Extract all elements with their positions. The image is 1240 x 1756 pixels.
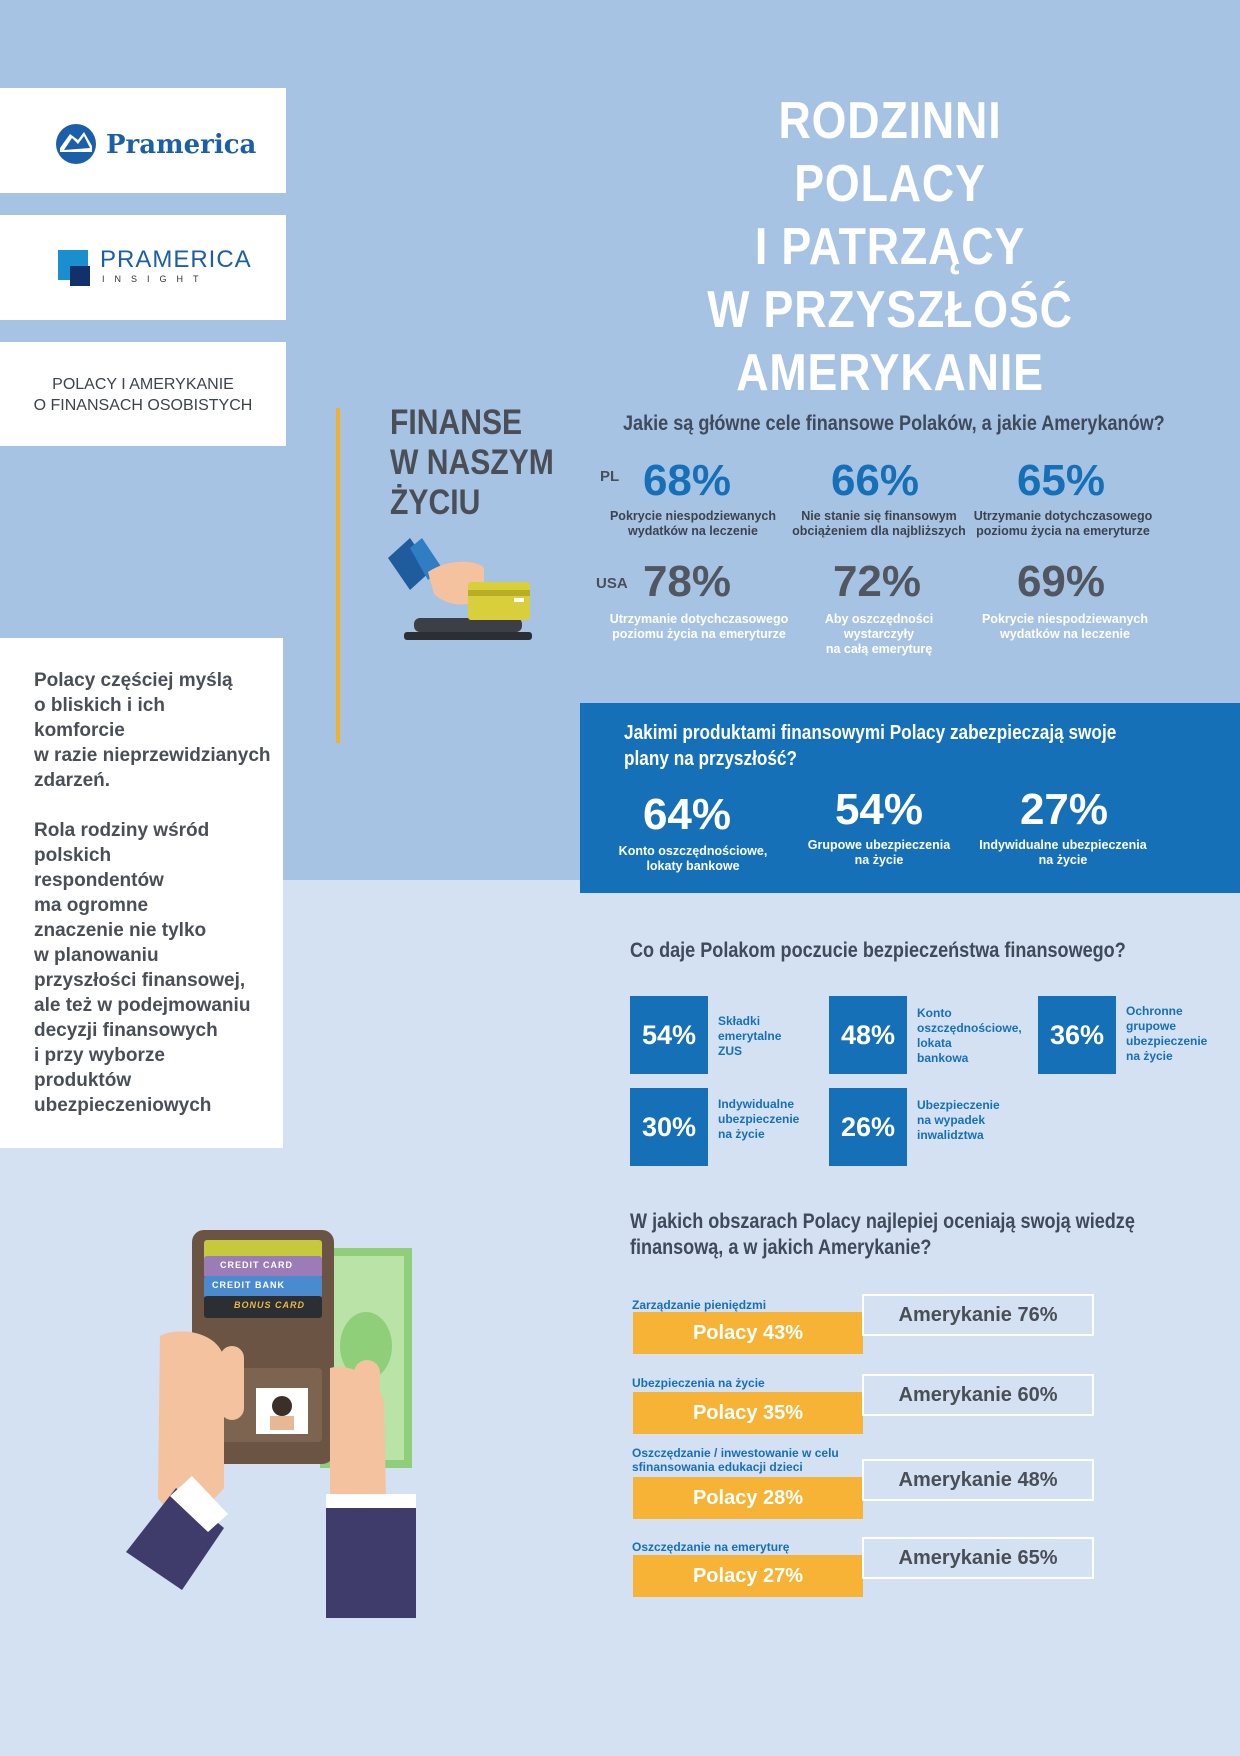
goals-question: Jakie są główne cele finansowe Polaków, … [623,412,1165,435]
goal-usa-caption: Aby oszczędności wystarczyły na całą eme… [824,612,934,656]
goal-pl-pct: 66% [830,456,920,505]
pramerica-rock-logo-icon [56,124,96,164]
sidebar-panel [0,638,283,1148]
security-pct-box: 30% [630,1088,708,1166]
knowledge-us-bar: Amerykanie 76% [862,1294,1094,1336]
insight-logo-box [0,215,286,320]
sidebar-text: Polacy częściej myślą o bliskich i ich k… [34,670,271,1116]
hand-card-terminal-icon [388,538,532,640]
goal-pl-caption: Pokrycie niespodziewanych wydatków na le… [609,509,777,538]
knowledge-question: W jakich obszarach Polacy najlepiej ocen… [630,1210,1135,1259]
products-question: Jakimi produktami finansowymi Polacy zab… [624,722,1117,770]
knowledge-us-bar: Amerykanie 60% [862,1374,1094,1416]
security-pct-box: 26% [829,1088,907,1166]
pl-country-label: PL [600,468,620,485]
product-caption: Indywidualne ubezpieczenia na życie [979,838,1147,867]
knowledge-pl-bar: Polacy 35% [633,1392,863,1434]
security-label: Ochronne grupowe ubezpieczenie na życie [1126,1004,1208,1063]
security-pct-box: 36% [1038,996,1116,1074]
security-pct-box: 54% [630,996,708,1074]
bonus-card-text: BONUS CARD [234,1300,306,1310]
knowledge-label: Ubezpieczenia na życie [632,1376,765,1390]
insight-brand-sub: INSIGHT [102,274,209,284]
section-divider [336,408,340,743]
goal-pl-caption: Nie stanie się finansowym obciążeniem dl… [792,509,966,538]
security-label: Konto oszczędnościowe, lokata bankowa [917,1006,1022,1065]
goal-usa-caption: Utrzymanie dotychczasowego poziomu życia… [609,612,789,641]
insight-brand-name: PRAMERICA [100,246,252,273]
usa-country-label: USA [596,575,628,592]
goal-pl-pct: 68% [642,456,732,505]
knowledge-pl-bar: Polacy 28% [633,1477,863,1519]
pramerica-brand-name: Pramerica [106,130,257,160]
knowledge-us-bar: Amerykanie 48% [862,1459,1094,1501]
product-pct: 54% [834,785,924,834]
page-title: RODZINNI POLACY I PATRZĄCY W PRZYSZŁOŚĆ … [707,92,1073,402]
product-pct: 64% [642,790,732,839]
goal-usa-pct: 69% [1016,557,1106,606]
knowledge-label: Oszczędzanie na emeryturę [632,1540,790,1554]
goal-usa-caption: Pokrycie niespodziewanych wydatków na le… [981,612,1149,641]
insight-squares-logo-icon [58,250,90,286]
product-caption: Grupowe ubezpieczenia na życie [807,838,951,867]
security-question: Co daje Polakom poczucie bezpieczeństwa … [630,939,1126,962]
hands-wallet-money-icon: CREDIT CARD CREDIT BANK BONUS CARD [100,1228,440,1620]
product-pct: 27% [1019,785,1109,834]
security-label: Składki emerytalne ZUS [718,1014,782,1058]
section-heading: FINANSE W NASZYM ŻYCIU [390,403,554,522]
product-caption: Konto oszczędnościowe, lokaty bankowe [618,844,768,873]
credit-card-text: CREDIT CARD [220,1260,293,1270]
security-label: Indywidualne ubezpieczenie na życie [718,1097,800,1141]
subtitle: POLACY I AMERYKANIE O FINANSACH OSOBISTY… [33,376,253,414]
goal-pl-pct: 65% [1016,456,1106,505]
knowledge-pl-bar: Polacy 43% [633,1312,863,1354]
security-pct-box: 48% [829,996,907,1074]
knowledge-pl-bar: Polacy 27% [633,1555,863,1597]
pramerica-logo-box [0,88,286,193]
security-label: Ubezpieczenie na wypadek inwalidztwa [917,1098,1000,1142]
products-band [580,703,1240,893]
subtitle-box [0,342,286,446]
credit-bank-text: CREDIT BANK [212,1280,285,1290]
knowledge-label: Oszczędzanie / inwestowanie w celu sfina… [632,1446,839,1474]
knowledge-label: Zarządzanie pieniędzmi [632,1298,767,1312]
knowledge-us-bar: Amerykanie 65% [862,1537,1094,1579]
goal-usa-pct: 78% [642,557,732,606]
goal-usa-pct: 72% [832,557,922,606]
goal-pl-caption: Utrzymanie dotychczasowego poziomu życia… [973,509,1153,538]
